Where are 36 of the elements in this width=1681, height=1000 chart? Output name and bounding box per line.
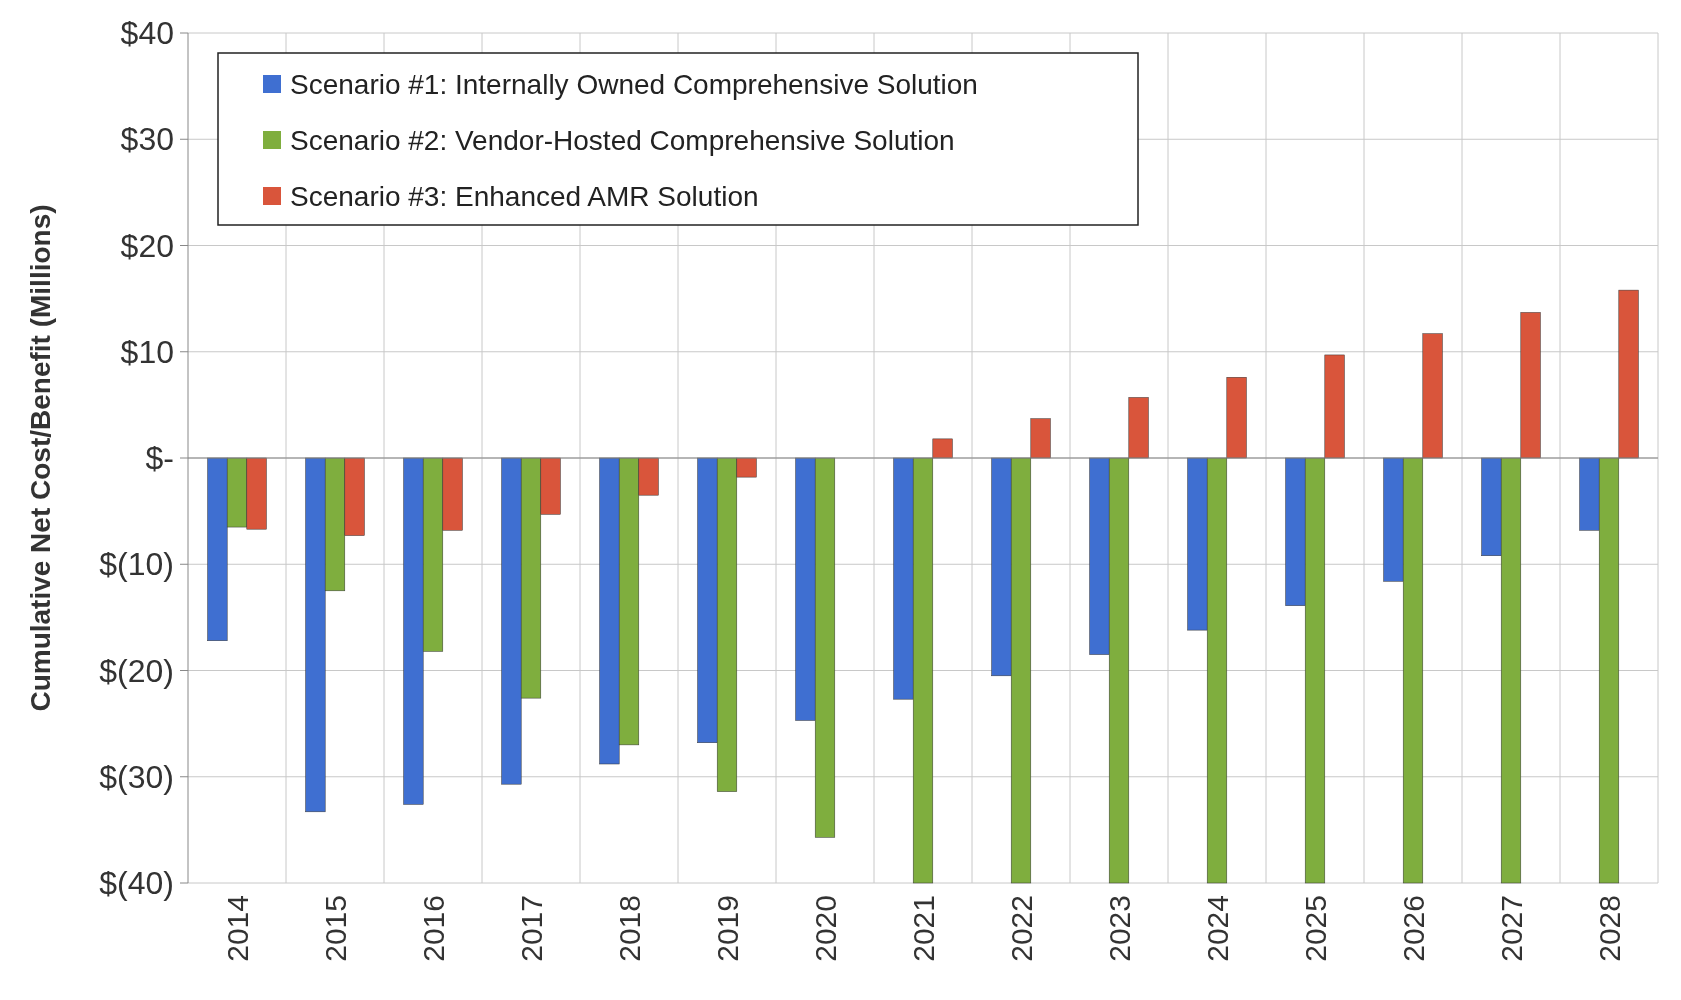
bar (1520, 312, 1541, 459)
bar (1324, 354, 1345, 459)
y-tick-label: $30 (120, 121, 174, 158)
y-tick-label: $- (145, 440, 174, 477)
bar (1030, 418, 1051, 459)
x-tick-label: 2017 (514, 895, 548, 962)
legend-label: Scenario #1: Internally Owned Comprehensive Solution (290, 68, 978, 100)
x-tick-label: 2015 (318, 895, 352, 962)
x-tick-label: 2021 (906, 895, 940, 962)
y-tick-label: $(10) (99, 546, 174, 583)
x-tick-label: 2026 (1396, 895, 1430, 962)
legend-label: Scenario #2: Vendor-Hosted Comprehensive Solution (290, 124, 955, 156)
y-axis-title: Cumulative Net Cost/Benefit (Millions) (25, 204, 56, 712)
x-tick-label: 2018 (612, 895, 646, 962)
y-tick-label: $40 (120, 15, 174, 52)
y-tick-label: $10 (120, 333, 174, 370)
x-tick-label: 2028 (1592, 895, 1626, 962)
legend-label: Scenario #3: Enhanced AMR Solution (290, 180, 759, 212)
x-tick-label: 2024 (1200, 895, 1234, 962)
bar (1422, 333, 1443, 459)
x-tick-label: 2014 (220, 895, 254, 962)
x-tick-label: 2020 (808, 895, 842, 962)
bar (1128, 397, 1149, 459)
bar (1618, 289, 1639, 459)
y-tick-label: $(40) (99, 865, 174, 902)
x-tick-label: 2016 (416, 895, 450, 962)
x-tick-label: 2027 (1494, 895, 1528, 962)
y-tick-label: $(20) (99, 652, 174, 689)
y-tick-label: $20 (120, 227, 174, 264)
x-tick-label: 2025 (1298, 895, 1332, 962)
x-tick-label: 2023 (1102, 895, 1136, 962)
x-tick-label: 2022 (1004, 895, 1038, 962)
x-tick-label: 2019 (710, 895, 744, 962)
bar (932, 438, 953, 459)
y-tick-label: $(30) (99, 758, 174, 795)
bar (1226, 377, 1247, 459)
